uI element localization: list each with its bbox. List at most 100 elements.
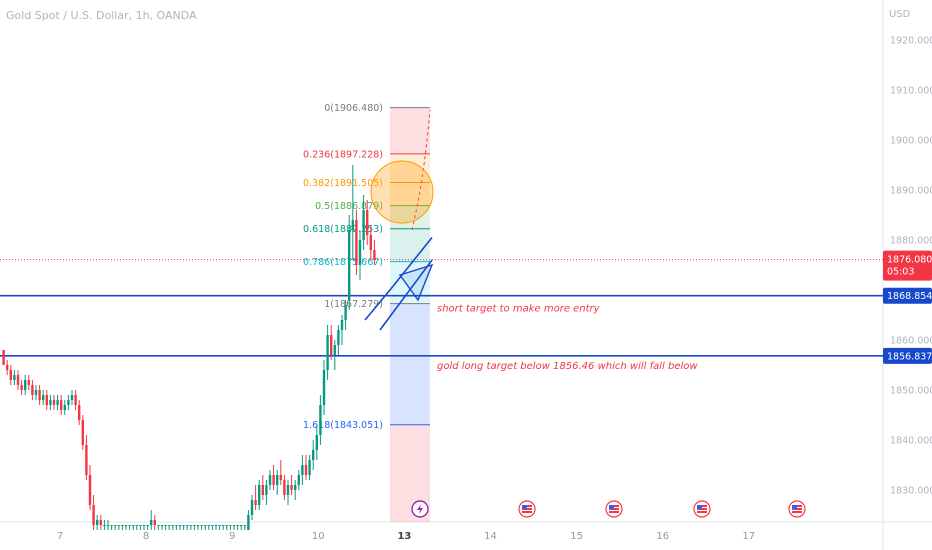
x-tick-label: 15 bbox=[570, 531, 583, 542]
annotation-text: gold long target below 1856.46 which wil… bbox=[437, 361, 698, 372]
candle-body bbox=[276, 475, 279, 485]
y-tick-label: 1840.000 bbox=[890, 436, 932, 447]
fib-level-label: 0.382(1891.505) bbox=[303, 178, 383, 189]
fib-level-label: 0.618(1882.253) bbox=[303, 224, 383, 235]
candle-body bbox=[254, 500, 257, 505]
candle-body bbox=[247, 515, 250, 530]
y-tick-label: 1910.000 bbox=[890, 86, 932, 97]
candle-body bbox=[351, 220, 354, 230]
candle-body bbox=[297, 475, 300, 485]
candle-body bbox=[366, 210, 369, 235]
flag-canton bbox=[792, 505, 797, 509]
candle-body bbox=[132, 525, 135, 526]
candle-body bbox=[272, 475, 275, 485]
candle-body bbox=[211, 525, 214, 526]
candle-body bbox=[279, 475, 282, 480]
candle-body bbox=[362, 210, 365, 240]
candle-body bbox=[60, 400, 63, 410]
candle-body bbox=[38, 390, 41, 400]
candle-body bbox=[117, 525, 120, 526]
candle-body bbox=[20, 385, 23, 390]
trendline[interactable] bbox=[379, 259, 433, 331]
current-price-tag bbox=[883, 250, 932, 281]
x-tick-label: 14 bbox=[484, 531, 497, 542]
price-tag-label: 1856.837 bbox=[887, 351, 932, 362]
candle-body bbox=[150, 520, 153, 525]
candle-body bbox=[99, 520, 102, 525]
candle-body bbox=[186, 525, 189, 526]
candle-body bbox=[16, 375, 20, 385]
candle-body bbox=[193, 525, 196, 526]
fib-level-label: 0(1906.480) bbox=[324, 103, 383, 114]
fib-level-label: 0.236(1897.228) bbox=[303, 149, 383, 160]
candle-body bbox=[200, 525, 203, 526]
trendline[interactable] bbox=[364, 289, 391, 321]
candle-body bbox=[13, 375, 16, 380]
flag-stripe bbox=[792, 511, 802, 513]
countdown-label: 05:03 bbox=[887, 267, 914, 278]
candle-body bbox=[52, 400, 56, 405]
candle-body bbox=[326, 335, 329, 370]
candle-body bbox=[168, 525, 171, 526]
candle-body bbox=[236, 525, 239, 526]
candle-body bbox=[27, 380, 30, 385]
candle-body bbox=[171, 525, 174, 526]
candle-body bbox=[261, 485, 264, 495]
y-tick-label: 1880.000 bbox=[890, 236, 932, 247]
symbol-title: Gold Spot / U.S. Dollar, 1h, OANDA bbox=[6, 9, 197, 22]
candle-body bbox=[207, 525, 210, 526]
candle-body bbox=[355, 220, 358, 265]
y-tick-label: 1860.000 bbox=[890, 336, 932, 347]
candle-body bbox=[290, 485, 293, 490]
candle-body bbox=[6, 365, 9, 370]
candle-body bbox=[312, 450, 315, 460]
candle-body bbox=[146, 525, 149, 526]
candle-body bbox=[333, 345, 336, 355]
current-price-label: 1876.080 bbox=[887, 255, 932, 266]
candle-body bbox=[42, 395, 45, 400]
candle-body bbox=[308, 460, 311, 475]
candle-body bbox=[204, 525, 207, 526]
candle-body bbox=[358, 240, 362, 265]
candle-body bbox=[96, 520, 99, 525]
x-tick-label: 16 bbox=[656, 531, 669, 542]
fib-zone bbox=[390, 303, 430, 425]
candle-body bbox=[178, 525, 182, 526]
annotation-text: short target to make more entry bbox=[437, 304, 601, 315]
fib-level-label: 1(1867.279) bbox=[324, 299, 383, 310]
candle-body bbox=[250, 500, 254, 515]
fib-level-label: 1.618(1843.051) bbox=[303, 420, 383, 431]
candle-body bbox=[56, 400, 59, 405]
candle-body bbox=[304, 465, 308, 475]
candle-body bbox=[232, 525, 236, 526]
candle-body bbox=[70, 395, 74, 400]
candle-body bbox=[135, 525, 138, 526]
y-tick-label: 1850.000 bbox=[890, 386, 932, 397]
wedge-shape[interactable] bbox=[398, 263, 434, 302]
candle-body bbox=[85, 445, 88, 475]
candle-body bbox=[337, 330, 340, 345]
fib-zone bbox=[390, 228, 430, 262]
candle-body bbox=[315, 435, 318, 450]
candle-body bbox=[283, 480, 286, 495]
flag-stripe bbox=[609, 511, 619, 513]
x-tick-label: 7 bbox=[57, 531, 63, 542]
candle-body bbox=[229, 525, 232, 526]
candle-body bbox=[268, 475, 272, 485]
candle-body bbox=[34, 390, 38, 395]
x-tick-label: 13 bbox=[397, 531, 411, 542]
candle-body bbox=[175, 525, 178, 526]
candle-body bbox=[92, 505, 95, 525]
price-tag-label: 1868.854 bbox=[887, 291, 932, 302]
candle-body bbox=[189, 525, 192, 526]
highlight-circle[interactable] bbox=[370, 160, 434, 224]
candle-body bbox=[74, 395, 77, 405]
candle-body bbox=[164, 525, 167, 526]
projection-path bbox=[411, 109, 431, 231]
currency-label[interactable]: USD bbox=[889, 9, 911, 20]
candle-body bbox=[319, 405, 322, 435]
candle-body bbox=[78, 405, 81, 420]
trendline[interactable] bbox=[389, 237, 433, 291]
candle-body bbox=[240, 525, 243, 526]
